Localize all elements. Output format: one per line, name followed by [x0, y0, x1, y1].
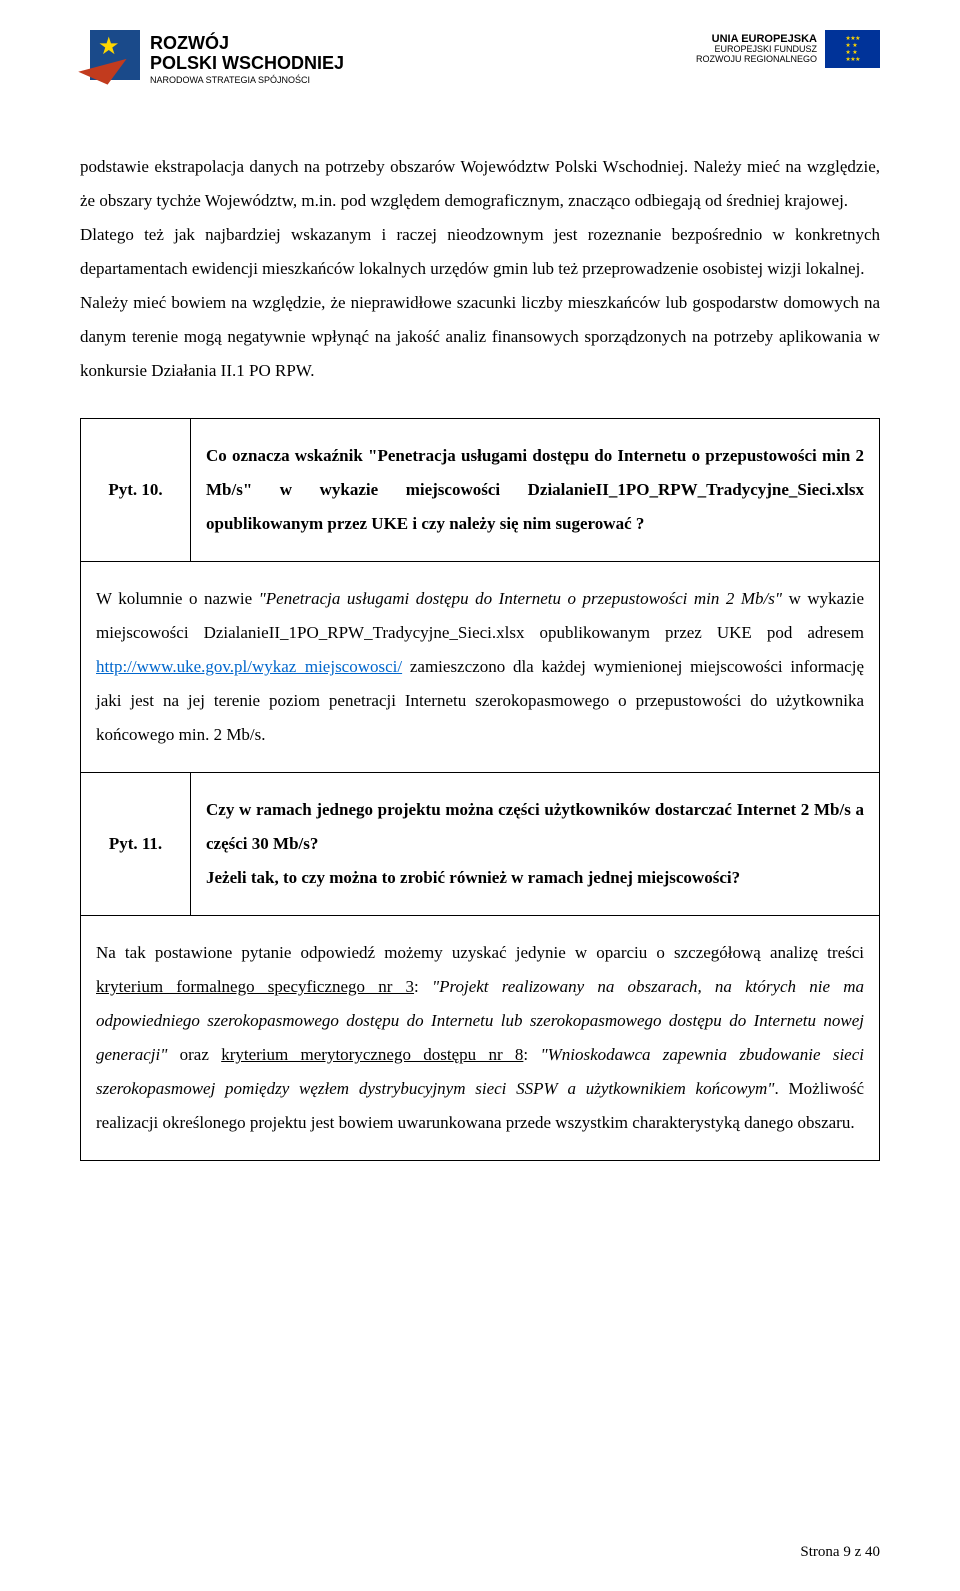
- answer-10-text: W kolumnie o nazwie "Penetracja usługami…: [81, 562, 879, 772]
- combined-cell: W kolumnie o nazwie "Penetracja usługami…: [81, 562, 879, 915]
- body-paragraph-3: Należy mieć bowiem na względzie, że niep…: [80, 286, 880, 388]
- eu-flag-icon: ★ ★ ★★ ★★ ★★ ★ ★: [825, 30, 880, 68]
- answer-10-part1: W kolumnie o nazwie: [96, 589, 259, 608]
- question-10-row: Pyt. 10. Co oznacza wskaźnik "Penetracja…: [81, 419, 879, 562]
- answer-11-part1: Na tak postawione pytanie odpowiedź może…: [96, 943, 864, 962]
- header-right-text: UNIA EUROPEJSKA EUROPEJSKI FUNDUSZ ROZWO…: [696, 33, 817, 65]
- question-11-line1: Czy w ramach jednego projektu można częś…: [206, 800, 864, 853]
- question-11-inner-row: Pyt. 11. Czy w ramach jednego projektu m…: [81, 772, 879, 915]
- eu-label-3: ROZWOJU REGIONALNEGO: [696, 55, 817, 65]
- rozwoj-logo-icon: ★: [80, 30, 140, 90]
- header-left-text: ROZWÓJ POLSKI WSCHODNIEJ NARODOWA STRATE…: [150, 34, 344, 85]
- body-paragraph-2: Dlatego też jak najbardziej wskazanym i …: [80, 218, 880, 286]
- answer-11-part2: :: [414, 977, 432, 996]
- question-11-text: Czy w ramach jednego projektu można częś…: [191, 773, 879, 915]
- answer-11-text: Na tak postawione pytanie odpowiedź może…: [81, 916, 879, 1160]
- body-paragraph-1: podstawie ekstrapolacja danych na potrze…: [80, 150, 880, 218]
- page-footer: Strona 9 z 40: [800, 1544, 880, 1561]
- question-10-text: Co oznacza wskaźnik "Penetracja usługami…: [191, 419, 879, 561]
- uke-link[interactable]: http://www.uke.gov.pl/wykaz_miejscowosci…: [96, 657, 402, 676]
- header-left-logo-block: ★ ROZWÓJ POLSKI WSCHODNIEJ NARODOWA STRA…: [80, 30, 344, 90]
- answer-11-part3: oraz: [167, 1045, 221, 1064]
- question-11-label: Pyt. 11.: [81, 773, 191, 915]
- page-header: ★ ROZWÓJ POLSKI WSCHODNIEJ NARODOWA STRA…: [0, 0, 960, 110]
- answer-11-part4: :: [523, 1045, 540, 1064]
- answer-10-italic1: "Penetracja usługami dostępu do Internet…: [259, 589, 782, 608]
- qa-table: Pyt. 10. Co oznacza wskaźnik "Penetracja…: [80, 418, 880, 1161]
- question-10-label: Pyt. 10.: [81, 419, 191, 561]
- answer-10-and-question-11-row: W kolumnie o nazwie "Penetracja usługami…: [81, 562, 879, 916]
- header-title-2: POLSKI WSCHODNIEJ: [150, 54, 344, 74]
- answer-11-under2: kryterium merytorycznego dostępu nr 8: [221, 1045, 523, 1064]
- header-title-1: ROZWÓJ: [150, 34, 344, 54]
- answer-11-row: Na tak postawione pytanie odpowiedź może…: [81, 916, 879, 1160]
- answer-11-under1: kryterium formalnego specyficznego nr 3: [96, 977, 414, 996]
- header-right-block: UNIA EUROPEJSKA EUROPEJSKI FUNDUSZ ROZWO…: [696, 30, 880, 68]
- header-subtitle: NARODOWA STRATEGIA SPÓJNOŚCI: [150, 76, 344, 86]
- question-11-line2: Jeżeli tak, to czy można to zrobić równi…: [206, 868, 740, 887]
- page-content: podstawie ekstrapolacja danych na potrze…: [0, 110, 960, 1181]
